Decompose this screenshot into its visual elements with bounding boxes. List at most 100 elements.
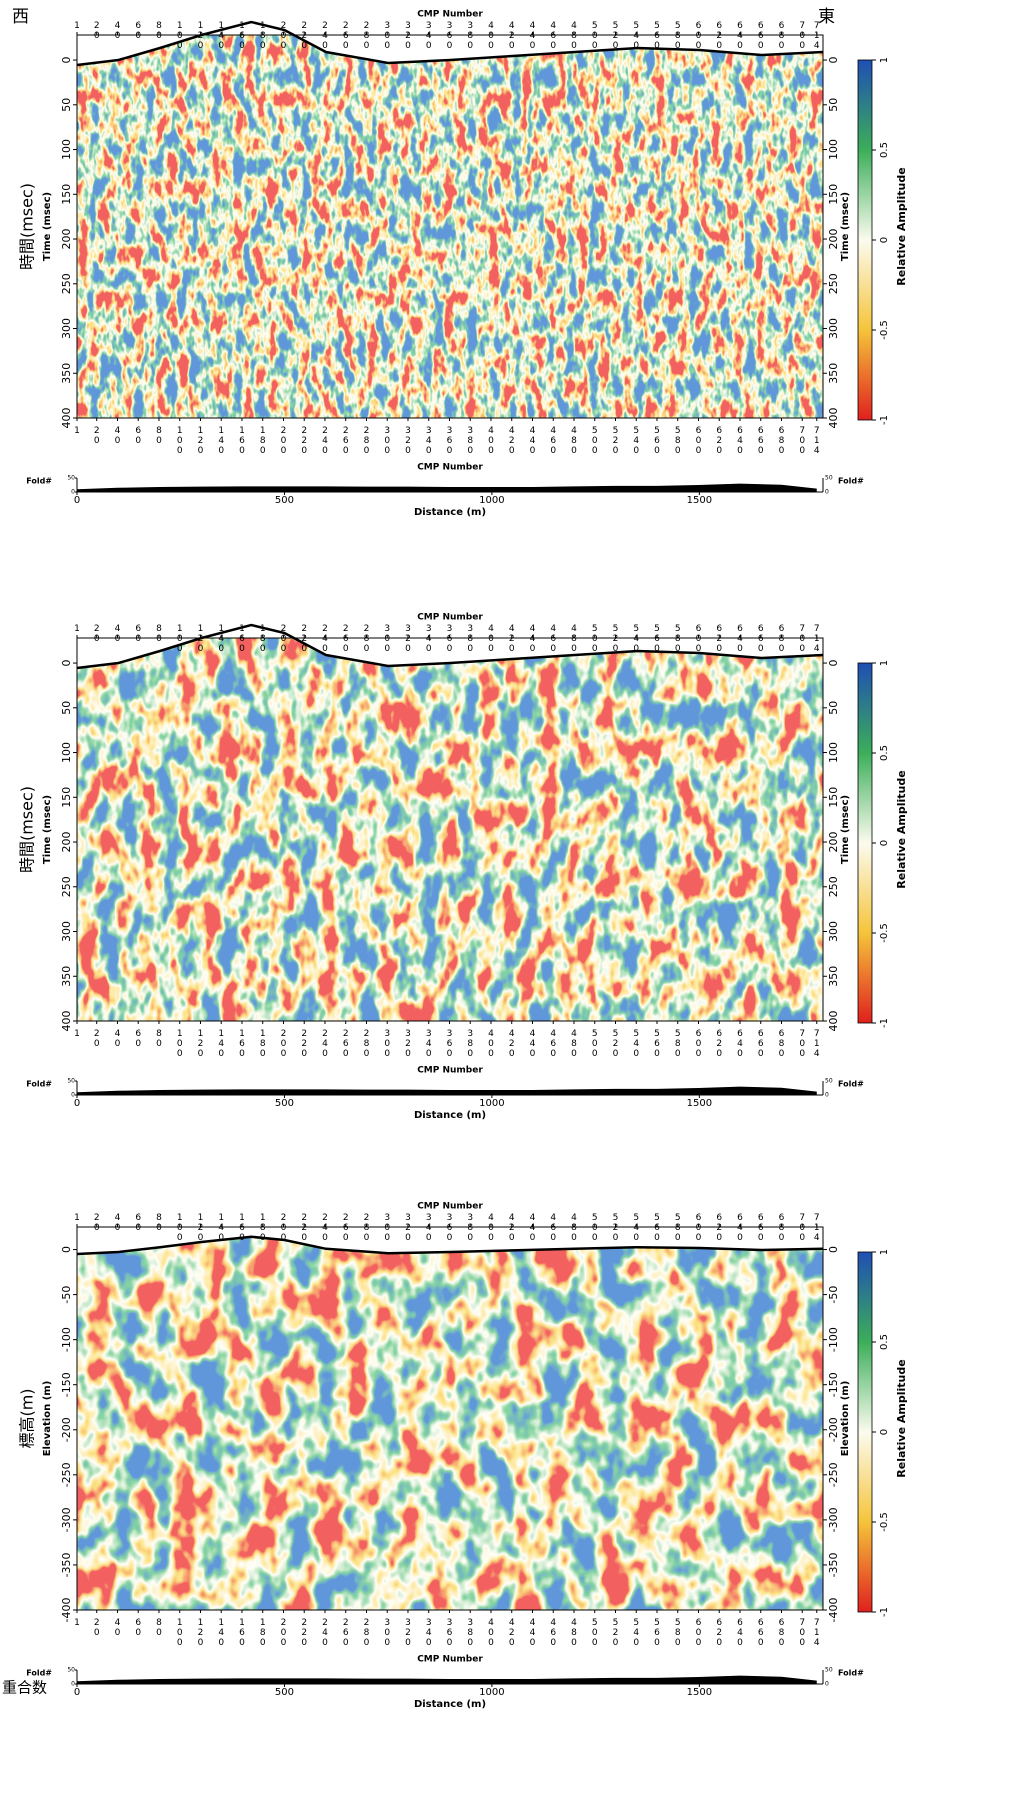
cmp-tick-label: 280 <box>361 21 371 51</box>
cmp-tick-label: 40 <box>112 1029 122 1049</box>
cmp-tick-label: 20 <box>92 1618 102 1638</box>
colorbar-tick-label: -1 <box>879 1018 890 1028</box>
cmp-tick-label: 100 <box>175 1213 185 1243</box>
x-tick-label: 1500 <box>687 1687 712 1698</box>
cmp-tick-label: 220 <box>299 426 309 456</box>
cmp-tick-label: 520 <box>610 1029 620 1059</box>
cmp-tick-label: 240 <box>320 1029 330 1059</box>
fold-tick-label: 50 <box>67 1667 75 1674</box>
cmp-tick-label: 360 <box>444 1029 454 1059</box>
fold-tick-label: 0 <box>825 1681 829 1688</box>
cmp-tick-label: 660 <box>756 21 766 51</box>
cmp-tick-label: 120 <box>195 21 205 51</box>
cmp-tick-label: 460 <box>548 1029 558 1059</box>
cmp-tick-label: 120 <box>195 1618 205 1648</box>
cmp-tick-label: 440 <box>527 1213 537 1243</box>
y-tick-label-right: 100 <box>827 742 840 763</box>
cmp-tick-label: 380 <box>465 1213 475 1243</box>
cmp-tick-label: 20 <box>92 426 102 446</box>
y-tick-label-right: -150 <box>827 1372 840 1397</box>
colorbar-tick-label: -1 <box>879 1607 890 1617</box>
fold-area <box>77 1086 817 1095</box>
y-tick-label: -250 <box>60 1462 73 1487</box>
cmp-tick-label: 480 <box>569 21 579 51</box>
surface-line <box>76 623 824 670</box>
y-tick-label: 0 <box>60 660 73 667</box>
cmp-tick-label: 480 <box>569 1213 579 1243</box>
fold-tick-label: 0 <box>825 489 829 496</box>
cmp-tick-label: 60 <box>133 624 143 644</box>
fold-tick-label: 50 <box>67 1078 75 1085</box>
cmp-tick-label: 80 <box>154 21 164 41</box>
cmp-tick-label: 660 <box>756 426 766 456</box>
cmp-tick-label: 180 <box>258 1029 268 1059</box>
cmp-label-top: CMP Number <box>417 613 483 623</box>
cmp-tick-label: 160 <box>237 1618 247 1648</box>
cmp-tick-label: 260 <box>341 21 351 51</box>
cmp-tick-label: 500 <box>590 426 600 456</box>
fold-label: Fold# <box>26 1669 52 1678</box>
cmp-tick-label: 1 <box>72 21 82 31</box>
cmp-tick-label: 260 <box>341 1618 351 1648</box>
cmp-tick-label: 500 <box>590 624 600 654</box>
fold-area <box>77 483 817 492</box>
cmp-label-top: CMP Number <box>417 1202 483 1212</box>
cmp-tick-label: 540 <box>631 21 641 51</box>
cmp-tick-label: 460 <box>548 1618 558 1648</box>
surface-line <box>76 1235 824 1256</box>
cmp-tick-label: 520 <box>610 1618 620 1648</box>
x-tick-label: 1000 <box>479 495 504 506</box>
cmp-tick-label: 680 <box>776 21 786 51</box>
fold-tick-label: 0 <box>71 1092 75 1099</box>
cmp-tick-label: 280 <box>361 426 371 456</box>
y-axis-label-en: Time (msec) <box>42 795 53 864</box>
cmp-tick-label: 160 <box>237 1029 247 1059</box>
y-tick-label: 350 <box>60 966 73 987</box>
x-tick-label: 500 <box>275 1098 294 1109</box>
y-tick-label-right: -100 <box>827 1327 840 1352</box>
cmp-tick-label: 260 <box>341 426 351 456</box>
cmp-tick-label: 320 <box>403 624 413 654</box>
cmp-tick-label: 300 <box>382 1029 392 1059</box>
x-tick-label: 500 <box>275 1687 294 1698</box>
x-tick-label: 1500 <box>687 495 712 506</box>
west-label: 西 <box>12 7 29 27</box>
cmp-tick-label: 20 <box>92 21 102 41</box>
fold-tick-label: 50 <box>67 475 75 482</box>
cmp-tick-label: 580 <box>673 1029 683 1059</box>
cmp-tick-label: 360 <box>444 426 454 456</box>
y-tick-label: 50 <box>60 701 73 715</box>
plot-frame <box>76 34 824 419</box>
cmp-tick-label: 280 <box>361 1213 371 1243</box>
colorbar-tick-label: 0 <box>879 1429 890 1435</box>
cmp-tick-label: 620 <box>714 21 724 51</box>
seismic-section <box>77 1227 823 1610</box>
cmp-tick-label: 620 <box>714 1029 724 1059</box>
y-tick-label: 100 <box>60 742 73 763</box>
cmp-tick-label: 680 <box>776 426 786 456</box>
cmp-label-top: CMP Number <box>417 10 483 20</box>
y-axis-label-right: Time (msec) <box>840 192 851 261</box>
y-tick-label-right: -350 <box>827 1552 840 1577</box>
y-tick-label-right: 150 <box>827 787 840 808</box>
colorbar-label: Relative Amplitude <box>895 1359 908 1477</box>
cmp-tick-label: 20 <box>92 1213 102 1233</box>
y-axis-label-en: Time (msec) <box>42 192 53 261</box>
cmp-tick-label: 40 <box>112 21 122 41</box>
cmp-tick-label: 160 <box>237 426 247 456</box>
cmp-tick-label: 360 <box>444 21 454 51</box>
cmp-tick-label: 660 <box>756 1029 766 1059</box>
cmp-tick-label: 160 <box>237 1213 247 1243</box>
cmp-tick-label: 600 <box>693 1618 703 1648</box>
cmp-tick-label: 80 <box>154 1029 164 1049</box>
cmp-tick-label: 640 <box>735 1618 745 1648</box>
cmp-tick-label: 600 <box>693 21 703 51</box>
cmp-tick-label: 340 <box>424 624 434 654</box>
colorbar <box>857 662 873 1024</box>
x-tick-label: 1000 <box>479 1098 504 1109</box>
cmp-tick-label: 420 <box>507 426 517 456</box>
y-tick-label-right: 50 <box>827 98 840 112</box>
cmp-tick-label: 180 <box>258 426 268 456</box>
cmp-tick-label: 200 <box>278 1213 288 1243</box>
cmp-tick-label: 300 <box>382 624 392 654</box>
